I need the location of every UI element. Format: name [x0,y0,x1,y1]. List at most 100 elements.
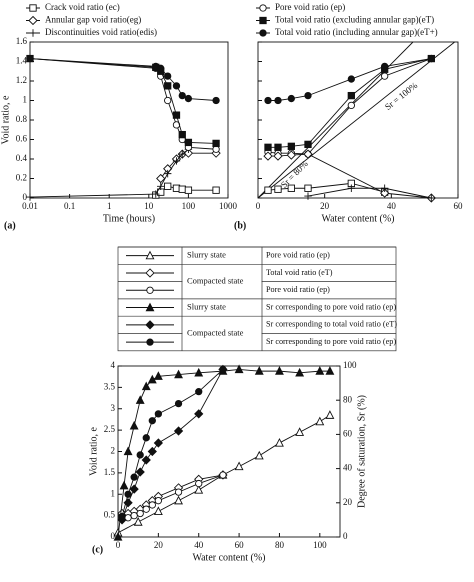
marker [380,184,389,192]
marker [259,16,267,25]
y-tick-label: 2.5 [104,424,116,434]
marker [147,446,157,457]
marker [157,64,165,72]
marker [427,194,436,202]
marker [172,82,181,90]
marker [157,182,165,190]
x-tick-label: 40 [194,540,204,550]
marker [153,506,163,515]
marker [274,185,282,193]
marker [315,366,325,375]
marker [174,488,183,496]
marker [195,479,203,488]
marker [153,438,164,448]
x-tick-label: 0 [256,201,261,211]
marker [129,420,139,430]
y2-tick-label: 100 [343,360,357,370]
marker [29,4,37,12]
marker [287,184,295,192]
marker [172,157,181,165]
marker [145,268,155,278]
marker [141,455,151,465]
marker [259,4,267,12]
marker [163,169,172,178]
legend-label: Sr corresponding to pore void ratio (ep) [266,337,396,346]
legend-label: Total void ratio (including annular gap)… [275,27,438,37]
marker [234,364,244,374]
y-tick-label: 0.2 [16,173,27,183]
marker [304,91,312,100]
marker [173,426,184,436]
marker [212,139,220,148]
x-axis-label: Water content (%) [321,213,394,224]
legend-label: Sr corresponding to total void ratio (eT… [266,320,397,329]
marker [148,501,156,509]
marker [194,367,204,377]
group-label: Slurry state [187,250,226,260]
x-axis-label: Water content (%) [192,552,265,563]
x-tick-label: 10 [144,201,154,211]
marker [325,410,335,419]
marker [275,437,284,447]
marker [147,374,157,384]
x-tick-label: 0.1 [64,201,75,211]
y-tick-label: 1.4 [16,56,28,66]
marker [304,140,312,149]
marker [129,484,139,494]
x-tick-label: 1000 [219,201,238,211]
marker [123,446,133,456]
x-tick-label: 100 [313,540,327,550]
marker [347,184,356,192]
legend-label: Annular gap void ratio(eg) [45,15,141,25]
x-tick-label: 0.01 [22,201,38,211]
marker [184,94,193,103]
group-label: Slurry state [187,302,226,312]
marker [195,387,203,396]
group-cell [182,247,262,264]
marker [130,511,138,520]
marker [145,302,155,312]
marker [142,505,150,513]
marker [234,461,244,471]
marker [274,143,282,151]
y-axis-label: Void ratio, e [0,95,11,145]
marker [184,186,193,194]
marker [146,338,154,346]
y2-axis-label: Degree of saturation, Sr (%) [356,395,367,508]
y-tick-label: 0.5 [104,510,116,520]
marker [119,480,129,490]
marker [194,409,204,419]
marker [304,184,312,192]
panel-label: (c) [92,544,103,555]
y-tick-label: 4 [111,360,116,370]
marker [146,286,154,294]
marker [141,381,151,391]
marker [130,473,138,481]
marker [427,54,435,63]
marker [212,96,220,105]
marker [148,417,156,425]
series-line [29,58,217,150]
marker [178,150,186,158]
marker [212,186,220,194]
marker [286,150,296,160]
y-tick-label: 3 [111,403,116,413]
x-tick-label: 0 [116,540,121,550]
marker [172,111,181,119]
marker [264,186,272,194]
y-tick-label: 0.6 [16,134,28,144]
marker [152,190,160,198]
y-tick-label: 1 [111,488,116,498]
legend-label: Sr corresponding to pore void ratio (ep) [266,302,396,311]
marker [118,512,126,521]
marker [174,495,183,505]
x-axis-label: Time (hours) [103,213,155,224]
marker [142,434,150,442]
series-line [121,369,224,517]
group-label: Compacted state [187,276,244,286]
marker [274,96,282,105]
y-tick-label: 0.4 [16,153,28,163]
x-tick-label: 100 [182,201,196,211]
legend-label: Pore void ratio (ep) [275,2,345,12]
